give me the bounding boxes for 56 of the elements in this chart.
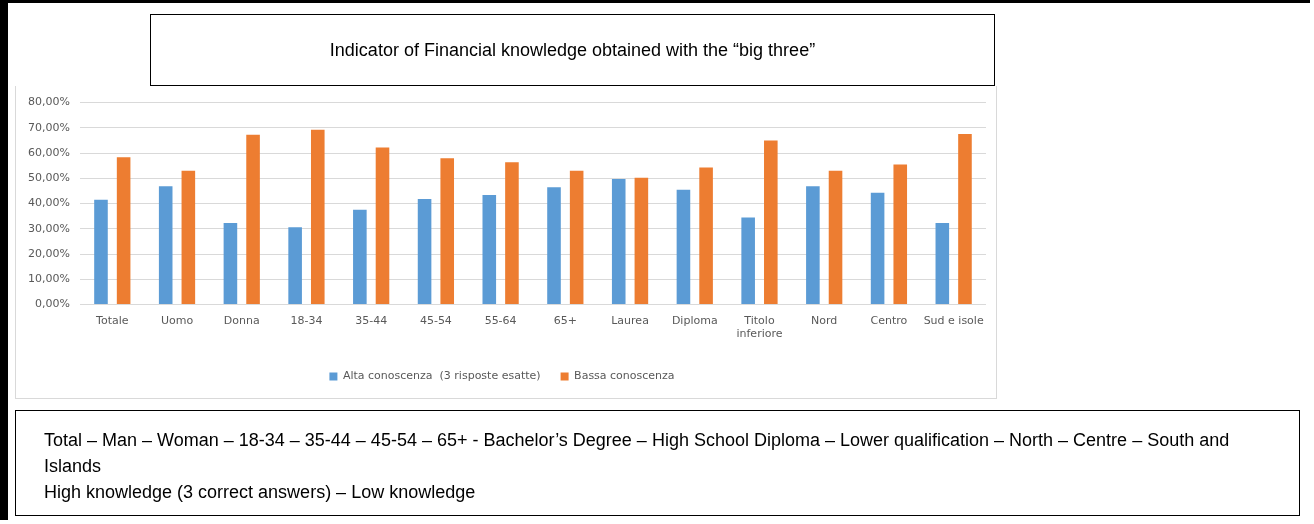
bar	[94, 199, 108, 305]
bar	[310, 129, 325, 305]
bar	[417, 199, 432, 305]
bar	[547, 187, 561, 305]
bar	[246, 134, 260, 305]
text: Total – Man – Woman – 18-34 – 35-44 – 45-54 – 65+ - Bachelor’s Degree – High School Diploma – Lower qualification – North – Centre – South and Islands	[44, 429, 1231, 478]
bar	[699, 167, 713, 305]
x-tick-label: Laurea	[611, 314, 649, 328]
bar	[353, 209, 367, 305]
x-tick-label: Donna	[223, 314, 260, 328]
x-tick-label: 18-34	[290, 314, 323, 328]
x-tick-label: 55-64	[484, 314, 517, 328]
y-tick-label: 0,00%	[34, 297, 70, 311]
chart-title: Indicator of Financial knowledge obtained with the “big three”	[150, 14, 995, 86]
x-tick-label: Totale	[95, 314, 129, 328]
bar	[116, 157, 131, 305]
bar	[676, 189, 691, 305]
bar	[375, 147, 390, 305]
x-tick-label: Uomo	[160, 314, 194, 328]
x-tick-label: Nord	[811, 314, 838, 328]
y-tick-label: 80,00%	[27, 95, 70, 109]
y-tick-label: 70,00%	[27, 120, 70, 134]
x-tick-label: Centro	[870, 314, 908, 328]
bar	[958, 133, 972, 305]
bar	[505, 162, 519, 305]
y-tick-label: 40,00%	[27, 196, 70, 210]
bar	[158, 186, 173, 305]
x-tick-label: 35-44	[355, 314, 388, 328]
bar	[870, 192, 885, 305]
bar	[828, 170, 843, 305]
bar	[569, 170, 584, 305]
y-tick-label: 20,00%	[27, 246, 70, 260]
bar	[806, 186, 820, 305]
y-tick-label: 30,00%	[27, 221, 70, 235]
x-tick-label: Sud e isole	[923, 314, 984, 328]
y-tick-label: 10,00%	[27, 272, 70, 286]
x-tick-label: Titolo inferiore	[736, 314, 783, 341]
bar	[181, 170, 196, 305]
bar	[611, 179, 626, 305]
bar	[223, 223, 238, 305]
x-tick-label: 45-54	[419, 314, 452, 328]
bar	[764, 140, 778, 305]
y-tick-label: 50,00%	[27, 171, 70, 185]
bar	[440, 158, 455, 305]
bar	[634, 177, 649, 305]
bar	[288, 227, 302, 305]
bar	[482, 195, 497, 305]
text: High knowledge (3 correct answers) – Low knowledge	[44, 481, 477, 504]
bar	[741, 217, 755, 305]
bar	[935, 223, 950, 305]
legend-label: Bassa conoscenza	[574, 369, 675, 383]
y-tick-label: 60,00%	[27, 145, 70, 159]
bar	[893, 164, 908, 305]
legend-label: Alta conoscenza (3 risposte esatte)	[342, 369, 541, 383]
x-tick-label: 65+	[553, 314, 577, 328]
x-tick-label: Diploma	[671, 314, 718, 328]
